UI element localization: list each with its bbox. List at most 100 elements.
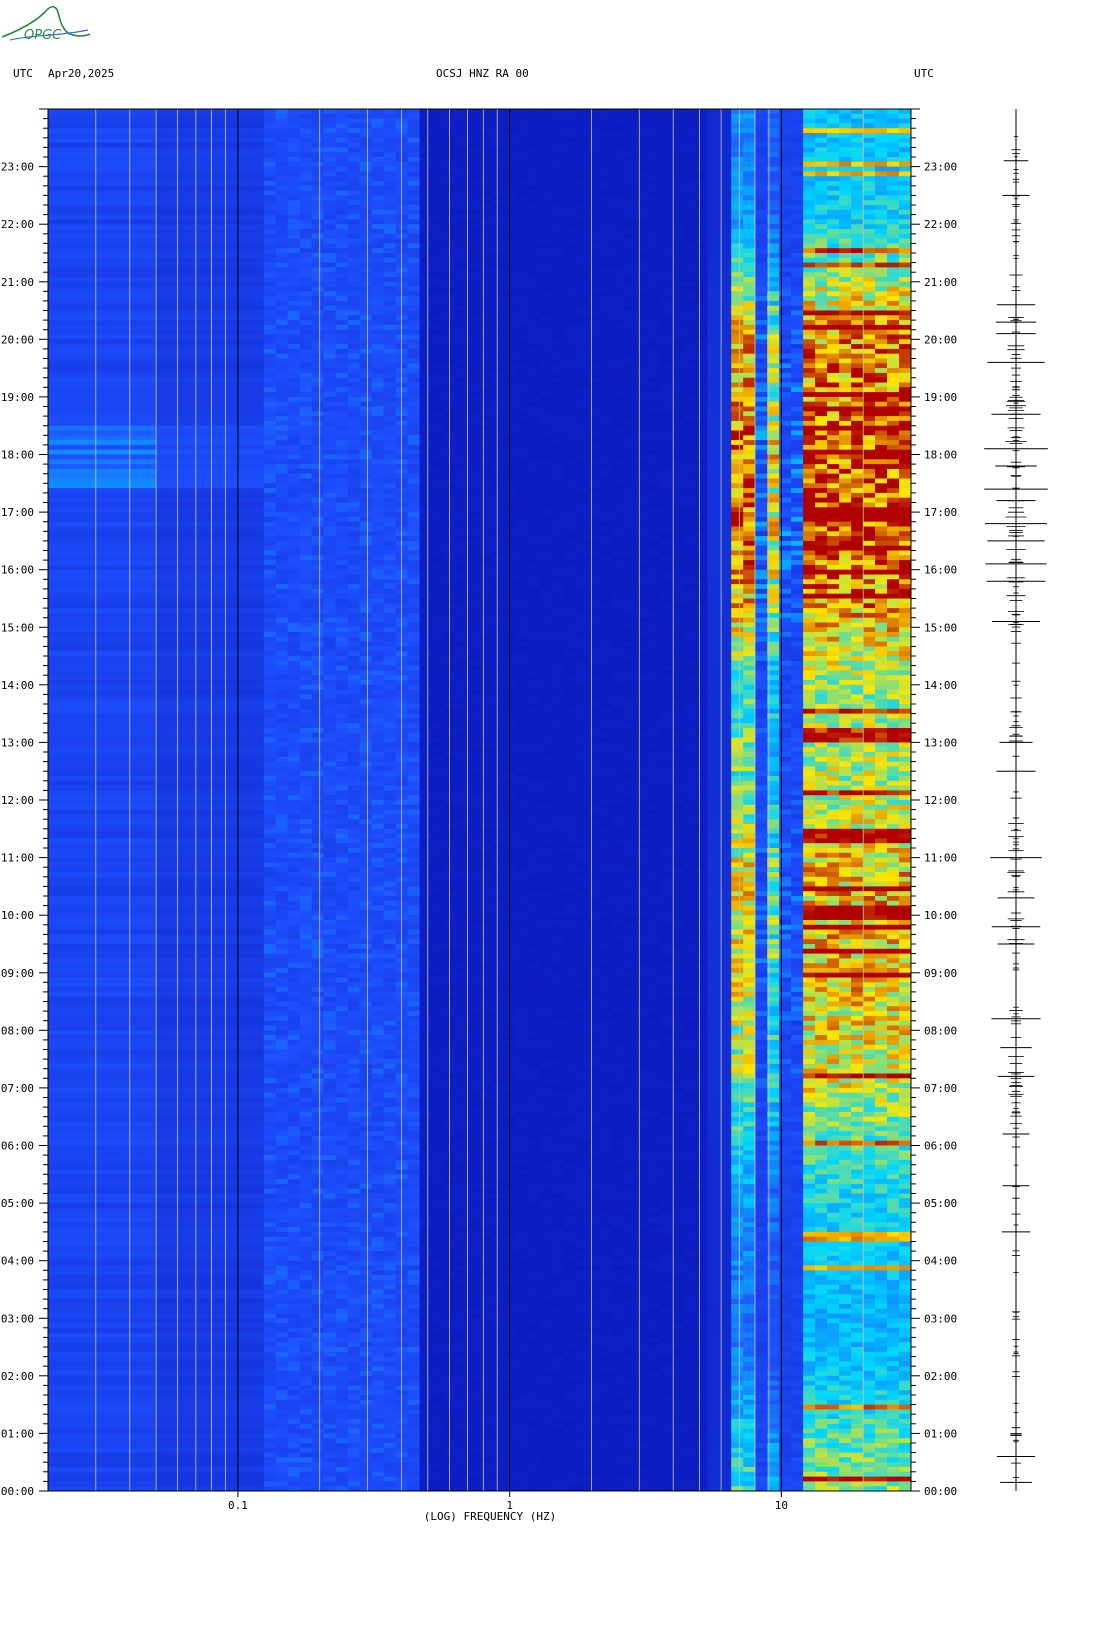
heatmap-cell (384, 128, 397, 133)
heatmap-cell (360, 224, 373, 229)
heatmap-cell (180, 128, 193, 133)
heatmap-cell (851, 147, 864, 152)
heatmap-cell (276, 234, 289, 239)
heatmap-cell (72, 239, 85, 244)
heatmap-cell (312, 133, 325, 138)
heatmap-cell (875, 109, 888, 114)
heatmap-cell (480, 157, 493, 162)
heatmap-cell (300, 234, 313, 239)
heatmap-cell (659, 224, 672, 229)
heatmap-cell (815, 205, 828, 210)
heatmap-cell (551, 195, 564, 200)
heatmap-cell (96, 143, 109, 148)
heatmap-cell (695, 239, 708, 244)
heatmap-cell (551, 253, 564, 258)
heatmap-cell (623, 138, 636, 143)
heatmap-cell (408, 215, 421, 220)
heatmap-cell (755, 152, 768, 157)
heatmap-cell (551, 224, 564, 229)
heatmap-cell (384, 191, 397, 196)
heatmap-cell (516, 243, 529, 248)
heatmap-cell (516, 119, 529, 124)
heatmap-cell (492, 234, 505, 239)
heatmap-cell (587, 191, 600, 196)
heatmap-cell (839, 253, 852, 258)
heatmap-cell (204, 181, 217, 186)
heatmap-cell (312, 109, 325, 114)
heatmap-cell (348, 210, 361, 215)
heatmap-cell (336, 195, 349, 200)
heatmap-cell (216, 234, 229, 239)
heatmap-cell (468, 219, 481, 224)
heatmap-cell (851, 167, 864, 172)
heatmap-cell (396, 152, 409, 157)
heatmap-cell (827, 147, 840, 152)
heatmap-cell (815, 215, 828, 220)
heatmap-cell (396, 210, 409, 215)
heatmap-cell (420, 138, 433, 143)
heatmap-cell (863, 119, 876, 124)
heatmap-cell (815, 133, 828, 138)
heatmap-cell (60, 181, 73, 186)
heatmap-cell (336, 152, 349, 157)
heatmap-cell (827, 234, 840, 239)
heatmap-cell (839, 224, 852, 229)
heatmap-cell (695, 143, 708, 148)
heatmap-cell (683, 109, 696, 114)
heatmap-cell (324, 119, 337, 124)
heatmap-cell (755, 224, 768, 229)
heatmap-cell (539, 219, 552, 224)
heatmap-cell (228, 243, 241, 248)
heatmap-cell (324, 191, 337, 196)
heatmap-cell (623, 109, 636, 114)
heatmap-cell (575, 171, 588, 176)
heatmap-cell (276, 119, 289, 124)
heatmap-cell (635, 195, 648, 200)
heatmap-cell (300, 119, 313, 124)
heatmap-cell (240, 109, 253, 114)
heatmap-cell (851, 195, 864, 200)
heatmap-cell (348, 143, 361, 148)
heatmap-cell (132, 200, 145, 205)
heatmap-cell (731, 248, 744, 253)
heatmap-cell (156, 205, 169, 210)
heatmap-cell (60, 239, 73, 244)
heatmap-cell (707, 248, 720, 253)
heatmap-cell (408, 152, 421, 157)
heatmap-cell (575, 119, 588, 124)
heatmap-cell (887, 128, 900, 133)
heatmap-cell (432, 167, 445, 172)
heatmap-cell (635, 186, 648, 191)
heatmap-cell (216, 119, 229, 124)
heatmap-cell (60, 186, 73, 191)
heatmap-cell (192, 181, 205, 186)
heatmap-cell (551, 176, 564, 181)
heatmap-cell (851, 248, 864, 253)
heatmap-cell (312, 171, 325, 176)
heatmap-cell (563, 200, 576, 205)
heatmap-cell (240, 234, 253, 239)
heatmap-cell (731, 114, 744, 119)
heatmap-cell (827, 200, 840, 205)
heatmap-cell (695, 234, 708, 239)
heatmap-cell (647, 210, 660, 215)
heatmap-cell (539, 167, 552, 172)
heatmap-cell (72, 162, 85, 167)
heatmap-cell (48, 147, 61, 152)
heatmap-cell (108, 234, 121, 239)
heatmap-cell (252, 157, 265, 162)
heatmap-cell (623, 210, 636, 215)
heatmap-cell (144, 143, 157, 148)
heatmap-cell (120, 253, 133, 258)
heatmap-cell (372, 215, 385, 220)
heatmap-cell (384, 234, 397, 239)
heatmap-cell (875, 210, 888, 215)
heatmap-cell (839, 186, 852, 191)
heatmap-cell (480, 138, 493, 143)
heatmap-cell (551, 239, 564, 244)
heatmap-cell (432, 224, 445, 229)
heatmap-cell (252, 133, 265, 138)
heatmap-cell (360, 210, 373, 215)
heatmap-cell (887, 162, 900, 167)
heatmap-cell (755, 229, 768, 234)
